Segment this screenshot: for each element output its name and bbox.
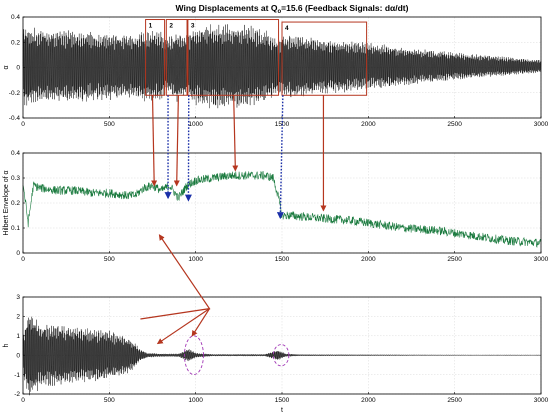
x-tick-label: 2000 (361, 397, 376, 404)
highlight-ellipse (272, 344, 290, 367)
y-tick-label: 0 (16, 250, 20, 257)
panel-h-y-ticks: -2 -1 0 1 2 3 (14, 294, 25, 398)
x-tick-label: 2500 (447, 256, 462, 263)
x-tick-label: 3000 (534, 256, 549, 263)
arrow-joint-to-h-ellipse (191, 308, 210, 337)
y-tick-label: 1 (16, 333, 20, 340)
panel-h-y-label: h (3, 343, 10, 347)
panel-hilbert-x-ticks: 0 500 1000 1500 2000 2500 3000 (21, 251, 549, 263)
panel-alpha-y-label: α (3, 65, 10, 69)
x-tick-label: 2500 (447, 121, 462, 128)
region-label-1: 1 (149, 23, 153, 30)
panel-h-x-label: t (281, 407, 283, 414)
chart-title-subscript: o (277, 9, 281, 15)
y-tick-label: 0.2 (11, 200, 20, 207)
region-label-3: 3 (191, 23, 195, 30)
x-tick-label: 500 (104, 397, 115, 404)
panel-h-ellipses (183, 335, 290, 376)
envelope-line (22, 170, 542, 248)
panel-alpha-annotations: 1 2 3 4 (145, 19, 368, 96)
region-box-1 (145, 19, 166, 96)
x-tick-label: 1000 (188, 397, 203, 404)
y-tick-label: 0.1 (11, 225, 20, 232)
x-tick-label: 500 (104, 121, 115, 128)
signal-line (22, 316, 542, 396)
x-tick-label: 2000 (361, 121, 376, 128)
x-tick-label: 0 (21, 397, 25, 404)
panel-hilbert-y-ticks: 0 0.1 0.2 0.3 0.4 (11, 150, 25, 257)
panel-hilbert-envelope: 0 500 1000 1500 2000 2500 3000 0 0.1 0.2 0.3 0.4 H… (3, 150, 549, 263)
y-tick-label: -0.2 (9, 90, 21, 97)
connector-arrows (140, 95, 327, 345)
x-tick-label: 0 (21, 256, 25, 263)
x-tick-label: 3000 (534, 397, 549, 404)
y-tick-label: -1 (14, 372, 20, 379)
panel-hilbert-signal (22, 170, 542, 248)
panel-hilbert-grid (22, 152, 542, 254)
panel-h-signal (22, 316, 542, 396)
y-tick-label: -2 (14, 391, 20, 398)
y-tick-label: 0 (16, 352, 20, 359)
y-tick-label: 3 (16, 294, 20, 301)
panel-h-x-ticks: 0 500 1000 1500 2000 2500 3000 (21, 392, 549, 404)
x-tick-label: 1000 (188, 121, 203, 128)
x-tick-label: 2500 (447, 397, 462, 404)
y-tick-label: 0.2 (11, 39, 20, 46)
panel-alpha-y-ticks: -0.4 -0.2 0 0.2 0.4 (9, 14, 25, 122)
y-tick-label: 2 (16, 314, 20, 321)
y-tick-label: -0.4 (9, 115, 21, 122)
y-tick-label: 0.4 (11, 14, 20, 21)
arrow-box1-to-envelope (151, 95, 158, 187)
arrow-box3-to-envelope (232, 95, 239, 172)
highlight-ellipse (183, 335, 204, 376)
y-tick-label: 0 (16, 65, 20, 72)
y-tick-label: 0.4 (11, 150, 20, 157)
region-box-2 (165, 19, 188, 96)
x-tick-label: 3000 (534, 121, 549, 128)
arrow-box2-to-envelope (173, 95, 180, 187)
x-tick-label: 500 (104, 256, 115, 263)
x-tick-label: 2000 (361, 256, 376, 263)
region-box-4 (281, 21, 368, 96)
chart-title-rest: =15.6 (Feedback Signals: dα/dt) (281, 3, 408, 13)
region-label-2: 2 (169, 23, 173, 30)
dotted-arrow-transition-3 (276, 95, 284, 220)
panel-h: 0 500 1000 1500 2000 2500 3000 -2 -1 0 1 2 3 h t (3, 294, 549, 414)
y-tick-label: 0.3 (11, 175, 20, 182)
x-tick-label: 1500 (275, 397, 290, 404)
x-tick-label: 1500 (275, 256, 290, 263)
arrow-joint-to-h-start (156, 308, 210, 345)
arrow-joint-to-envelope (140, 234, 211, 320)
region-box-3 (187, 19, 280, 96)
x-tick-label: 1000 (188, 256, 203, 263)
x-tick-label: 0 (21, 121, 25, 128)
region-label-4: 4 (285, 25, 289, 32)
chart-title: Wing Displacements at Qo=15.6 (Feedback … (176, 3, 409, 15)
panel-hilbert-y-label: Hilbert Envelope of α (3, 170, 10, 235)
